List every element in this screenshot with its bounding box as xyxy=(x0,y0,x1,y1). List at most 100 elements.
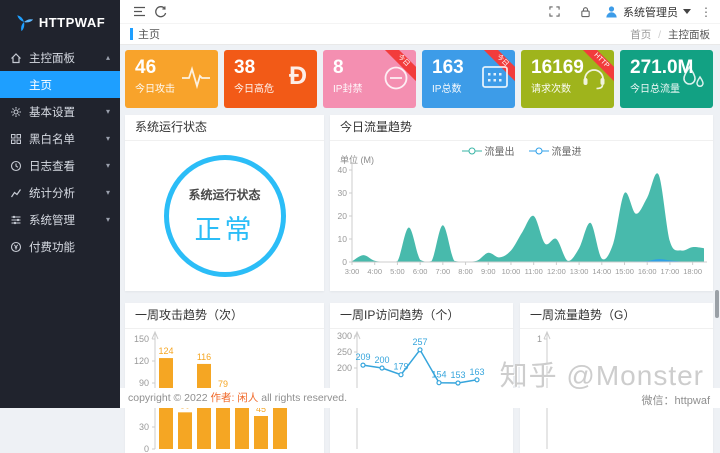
svg-text:6:00: 6:00 xyxy=(413,267,428,276)
stat-card-requests[interactable]: HTTP 16169 请求次数 xyxy=(521,50,614,108)
sidebar-item-label: 主控面板 xyxy=(29,52,75,65)
tab-home[interactable]: 主页 xyxy=(130,26,160,42)
stat-value: 271.0M xyxy=(630,57,694,78)
stat-label: 请求次数 xyxy=(531,84,571,95)
caret-down-icon xyxy=(683,9,691,14)
svg-text:0: 0 xyxy=(342,257,347,267)
menu-collapse-button[interactable] xyxy=(128,1,150,23)
panel-traffic-today: 今日流量趋势 流量出 流量进 单位 (M) 0 10 20 30 40 3:00 4:00 5:… xyxy=(330,115,713,291)
panel-title: 一周IP访问趋势（个） xyxy=(330,303,513,329)
svg-text:40: 40 xyxy=(338,165,348,175)
user-name: 系统管理员 xyxy=(623,6,678,19)
sidebar-item-label: 系统管理 xyxy=(29,214,75,227)
refresh-icon xyxy=(155,5,167,17)
sidebar-item-system-admin[interactable]: 系统管理 ▾ xyxy=(0,206,120,233)
copyright-text: copyright © 2022 xyxy=(128,392,208,404)
stat-label: IP总数 xyxy=(432,84,462,95)
svg-text:120: 120 xyxy=(134,356,149,366)
breadcrumb: 首页 / 主控面板 xyxy=(630,27,710,42)
watermark: 知乎 @Monster xyxy=(499,360,704,391)
svg-text:7:00: 7:00 xyxy=(436,267,451,276)
panel-week-ip-visits: 一周IP访问趋势（个） 200 250 300 209 200 179 257 154 153 1… xyxy=(330,303,513,453)
stat-card-ip-banned[interactable]: 今日 8 IP封禁 xyxy=(323,50,416,108)
legend-item[interactable]: 流量进 xyxy=(528,143,582,158)
sidebar-item-blacklist-whitelist[interactable]: 黑白名单 ▾ xyxy=(0,125,120,152)
app-logo[interactable]: HTTPWAF xyxy=(0,0,120,44)
svg-text:200: 200 xyxy=(337,363,352,373)
svg-text:250: 250 xyxy=(337,347,352,357)
panel-title: 一周流量趋势（G） xyxy=(520,303,713,329)
svg-text:12:00: 12:00 xyxy=(547,267,566,276)
svg-text:124: 124 xyxy=(158,346,173,356)
stat-label: 今日总流量 xyxy=(630,84,680,95)
scrollbar-thumb[interactable] xyxy=(715,290,719,318)
tab-label: 主页 xyxy=(138,29,160,41)
clock-icon xyxy=(10,160,22,171)
status-circle: 系统运行状态 正常 xyxy=(163,155,286,277)
breadcrumb-home[interactable]: 首页 xyxy=(630,28,652,41)
legend-item[interactable]: 流量出 xyxy=(461,143,515,158)
stat-value: 38 xyxy=(234,57,256,78)
svg-text:8:00: 8:00 xyxy=(458,267,473,276)
user-menu[interactable]: 系统管理员 xyxy=(605,4,691,20)
caret-up-icon: ▴ xyxy=(105,53,110,62)
sidebar-item-home[interactable]: 主页 xyxy=(0,71,120,98)
lock-icon xyxy=(580,6,590,17)
sidebar-item-paid-features[interactable]: 付费功能 xyxy=(0,233,120,260)
caret-down-icon: ▾ xyxy=(105,161,110,170)
stat-label: IP封禁 xyxy=(333,84,363,95)
caret-down-icon: ▾ xyxy=(105,188,110,197)
breadcrumb-separator: / xyxy=(658,28,662,41)
headset-icon xyxy=(583,69,605,90)
stat-value: 163 xyxy=(432,57,464,78)
svg-text:13:00: 13:00 xyxy=(570,267,589,276)
panel-title: 今日流量趋势 xyxy=(330,115,713,141)
logo-icon xyxy=(17,15,33,31)
more-menu-button[interactable]: ⋮ xyxy=(700,4,712,19)
svg-text:209: 209 xyxy=(355,352,370,362)
refresh-button[interactable] xyxy=(150,1,172,23)
stat-card-ip-total[interactable]: 今日 163 IP总数 xyxy=(422,50,515,108)
svg-text:10: 10 xyxy=(338,234,348,244)
water-drops-icon xyxy=(683,65,704,87)
stat-value: 16169 xyxy=(531,57,584,78)
stat-card-attacks-today[interactable]: 46 今日攻击 xyxy=(125,50,218,108)
stat-label: 今日攻击 xyxy=(135,84,175,95)
home-icon xyxy=(11,52,21,63)
stat-card-high-risk-today[interactable]: 38 今日高危 Đ xyxy=(224,50,317,108)
svg-text:257: 257 xyxy=(412,337,427,347)
stat-value: 8 xyxy=(333,57,344,78)
caret-down-icon: ▾ xyxy=(105,107,110,116)
svg-text:30: 30 xyxy=(338,188,348,198)
sidebar-item-label: 日志查看 xyxy=(29,160,75,173)
svg-text:0: 0 xyxy=(144,444,149,453)
traffic-area-chart: 0 10 20 30 40 3:00 4:00 5:00 6:00 7:00 8:00 9:00 10:… xyxy=(338,162,707,276)
caret-down-icon: ▾ xyxy=(105,134,110,143)
sidebar-item-dashboard[interactable]: 主控面板 ▴ xyxy=(0,44,120,71)
sidebar-item-label: 主页 xyxy=(29,79,52,92)
letter-d-stroke-icon: Đ xyxy=(288,62,307,90)
svg-text:150: 150 xyxy=(134,334,149,344)
panel-title: 系统运行状态 xyxy=(125,115,324,141)
svg-text:3:00: 3:00 xyxy=(345,267,360,276)
sidebar-item-logs[interactable]: 日志查看 ▾ xyxy=(0,152,120,179)
sidebar-item-basic-settings[interactable]: 基本设置 ▾ xyxy=(0,98,120,125)
svg-text:18:00: 18:00 xyxy=(683,267,702,276)
svg-text:11:00: 11:00 xyxy=(525,267,543,276)
panel-title: 一周攻击趋势（次） xyxy=(125,303,324,329)
svg-text:20: 20 xyxy=(338,211,348,221)
fullscreen-button[interactable] xyxy=(543,1,565,23)
stat-label: 今日高危 xyxy=(234,84,274,95)
sidebar-item-statistics[interactable]: 统计分析 ▾ xyxy=(0,179,120,206)
lock-button[interactable] xyxy=(574,1,596,23)
gear-icon xyxy=(11,106,21,117)
svg-text:15:00: 15:00 xyxy=(615,267,634,276)
sliders-icon xyxy=(11,215,21,224)
svg-text:1: 1 xyxy=(537,334,542,344)
logo-text: HTTPWAF xyxy=(38,14,106,30)
panel-week-attacks: 一周攻击趋势（次） 03060901201501245011679624568 xyxy=(125,303,324,453)
stat-card-traffic-total[interactable]: 271.0M 今日总流量 xyxy=(620,50,713,108)
svg-text:16:00: 16:00 xyxy=(638,267,657,276)
stat-value: 46 xyxy=(135,57,157,78)
chart-legend: 流量出 流量进 xyxy=(330,143,713,159)
